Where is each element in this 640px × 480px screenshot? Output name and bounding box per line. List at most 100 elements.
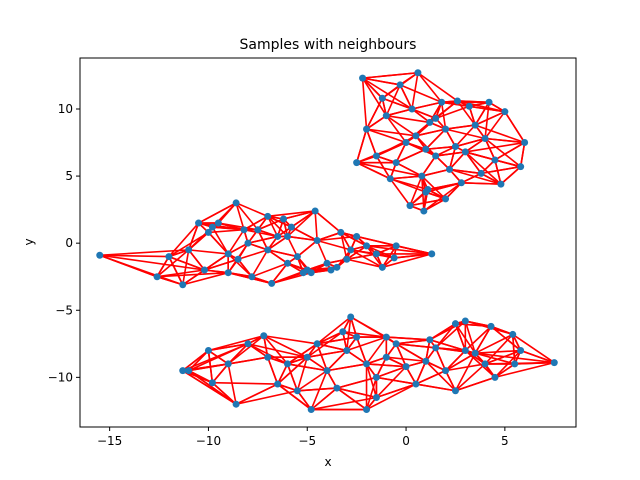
neighbour-edge bbox=[455, 376, 496, 392]
sample-point bbox=[274, 232, 282, 240]
sample-point bbox=[461, 148, 469, 156]
neighbour-edge bbox=[365, 377, 378, 410]
neighbour-edge bbox=[448, 146, 457, 170]
neighbour-edge bbox=[399, 84, 442, 104]
sample-point bbox=[363, 242, 371, 250]
neighbour-edge bbox=[385, 115, 407, 144]
neighbour-edge bbox=[425, 145, 456, 151]
neighbour-edge bbox=[465, 141, 525, 153]
neighbour-edge bbox=[494, 159, 502, 185]
neighbour-edge bbox=[484, 111, 506, 139]
neighbour-edge bbox=[409, 175, 423, 206]
sample-point bbox=[232, 199, 240, 207]
sample-point bbox=[511, 360, 519, 368]
neighbour-edge bbox=[297, 387, 337, 392]
x-tick-label: −5 bbox=[298, 434, 316, 448]
y-axis-label: y bbox=[22, 238, 36, 245]
neighbour-edge bbox=[342, 330, 387, 338]
neighbour-edge bbox=[435, 347, 476, 354]
neighbour-edge bbox=[286, 210, 316, 238]
neighbour-edge bbox=[263, 335, 308, 358]
neighbour-edge bbox=[311, 396, 377, 411]
neighbour-edge bbox=[386, 108, 413, 117]
neighbour-edge bbox=[445, 363, 486, 372]
neighbour-edge bbox=[485, 137, 525, 144]
neighbour-edge bbox=[326, 363, 367, 372]
neighbour-edge bbox=[227, 363, 237, 405]
neighbour-edge bbox=[267, 215, 279, 237]
neighbour-edge bbox=[494, 361, 555, 379]
neighbour-edge bbox=[421, 155, 437, 177]
sample-point bbox=[422, 145, 430, 153]
neighbour-edge bbox=[415, 383, 456, 392]
neighbour-edge bbox=[366, 128, 417, 137]
sample-point bbox=[214, 219, 222, 227]
sample-point bbox=[208, 223, 216, 231]
sample-point bbox=[451, 320, 459, 328]
sample-point bbox=[195, 219, 203, 227]
neighbour-edge bbox=[182, 349, 209, 372]
neighbour-edge bbox=[340, 232, 348, 260]
neighbour-edge bbox=[247, 343, 308, 359]
neighbour-edge bbox=[425, 360, 457, 392]
neighbour-edge bbox=[445, 128, 486, 140]
neighbour-edge bbox=[464, 325, 492, 352]
sample-point bbox=[244, 239, 252, 247]
sample-point bbox=[446, 165, 454, 173]
neighbour-edge bbox=[385, 115, 417, 137]
neighbour-edge bbox=[204, 269, 229, 274]
sample-point bbox=[307, 269, 315, 277]
neighbour-edge bbox=[346, 258, 383, 269]
x-tick-label: 0 bbox=[402, 434, 410, 448]
neighbour-edge bbox=[99, 254, 184, 286]
neighbour-edge bbox=[350, 249, 377, 255]
neighbour-edge bbox=[287, 343, 318, 365]
sample-point bbox=[283, 360, 291, 368]
neighbour-edge bbox=[375, 366, 407, 399]
neighbour-edge bbox=[461, 181, 501, 185]
neighbour-edge bbox=[365, 128, 378, 157]
neighbour-edge bbox=[267, 210, 316, 218]
neighbour-edge bbox=[456, 100, 476, 126]
neighbour-edge bbox=[314, 210, 318, 241]
neighbour-edge bbox=[316, 343, 347, 352]
sample-point bbox=[517, 347, 525, 355]
sample-point bbox=[497, 180, 505, 188]
sample-point bbox=[406, 202, 414, 210]
neighbour-edge bbox=[277, 356, 308, 385]
neighbour-edge bbox=[474, 333, 514, 354]
sample-point bbox=[414, 69, 422, 77]
sample-point bbox=[185, 367, 193, 375]
neighbour-edge bbox=[366, 115, 387, 130]
neighbour-edge bbox=[366, 245, 395, 259]
neighbour-edge bbox=[454, 363, 486, 392]
neighbour-edge bbox=[227, 229, 245, 255]
neighbour-edge bbox=[235, 383, 278, 405]
neighbour-edge bbox=[271, 262, 289, 284]
neighbour-edge bbox=[243, 228, 278, 238]
sample-point bbox=[491, 373, 499, 381]
neighbour-edge bbox=[263, 335, 289, 365]
sample-point bbox=[337, 228, 345, 236]
neighbour-edge bbox=[262, 335, 269, 358]
sample-point bbox=[471, 121, 479, 129]
sample-point bbox=[372, 373, 380, 381]
sample-point bbox=[485, 98, 493, 106]
sample-point bbox=[333, 263, 341, 271]
neighbour-edge bbox=[365, 363, 378, 398]
neighbour-edge bbox=[411, 108, 431, 124]
neighbour-edge bbox=[480, 172, 502, 185]
sample-point bbox=[372, 152, 380, 160]
sample-point bbox=[313, 340, 321, 348]
sample-point bbox=[451, 143, 459, 151]
neighbour-edge bbox=[520, 349, 555, 364]
sample-point bbox=[299, 269, 307, 277]
sample-point bbox=[264, 212, 272, 220]
neighbour-edge bbox=[267, 215, 289, 238]
neighbour-edge bbox=[385, 356, 407, 368]
y-tick-label: −5 bbox=[55, 303, 73, 317]
sample-point bbox=[465, 102, 473, 110]
neighbour-edge bbox=[512, 333, 555, 364]
sample-point bbox=[165, 253, 173, 261]
neighbour-edge bbox=[316, 240, 328, 264]
